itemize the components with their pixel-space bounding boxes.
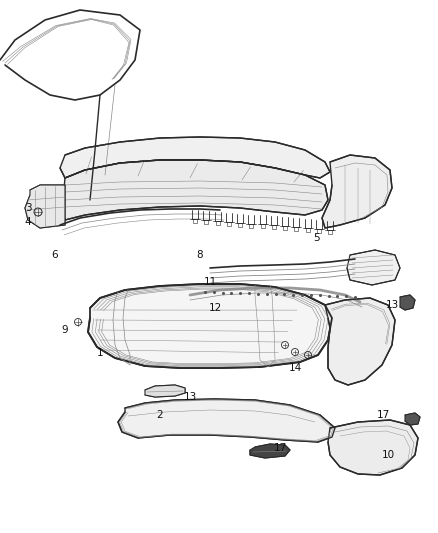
Text: 13: 13 <box>184 392 197 402</box>
Polygon shape <box>325 298 395 385</box>
Text: 9: 9 <box>62 325 68 335</box>
Polygon shape <box>62 160 328 220</box>
Polygon shape <box>145 385 185 397</box>
Text: 14: 14 <box>288 363 302 373</box>
Text: 5: 5 <box>313 233 319 243</box>
Text: 12: 12 <box>208 303 222 313</box>
Polygon shape <box>25 185 65 228</box>
Polygon shape <box>118 399 335 442</box>
Polygon shape <box>250 444 290 458</box>
Polygon shape <box>328 420 418 475</box>
Text: 2: 2 <box>157 410 163 420</box>
Text: 17: 17 <box>273 443 286 453</box>
Polygon shape <box>347 250 400 285</box>
Text: 8: 8 <box>197 250 203 260</box>
Text: 1: 1 <box>97 348 103 358</box>
Polygon shape <box>400 295 415 310</box>
Text: 17: 17 <box>376 410 390 420</box>
Polygon shape <box>60 137 330 178</box>
Text: 3: 3 <box>25 203 31 213</box>
Text: 13: 13 <box>385 300 399 310</box>
Polygon shape <box>405 413 420 425</box>
Text: 6: 6 <box>52 250 58 260</box>
Text: 4: 4 <box>25 217 31 227</box>
Polygon shape <box>88 284 332 368</box>
Text: 11: 11 <box>203 277 217 287</box>
Text: 10: 10 <box>381 450 395 460</box>
Polygon shape <box>322 155 392 228</box>
